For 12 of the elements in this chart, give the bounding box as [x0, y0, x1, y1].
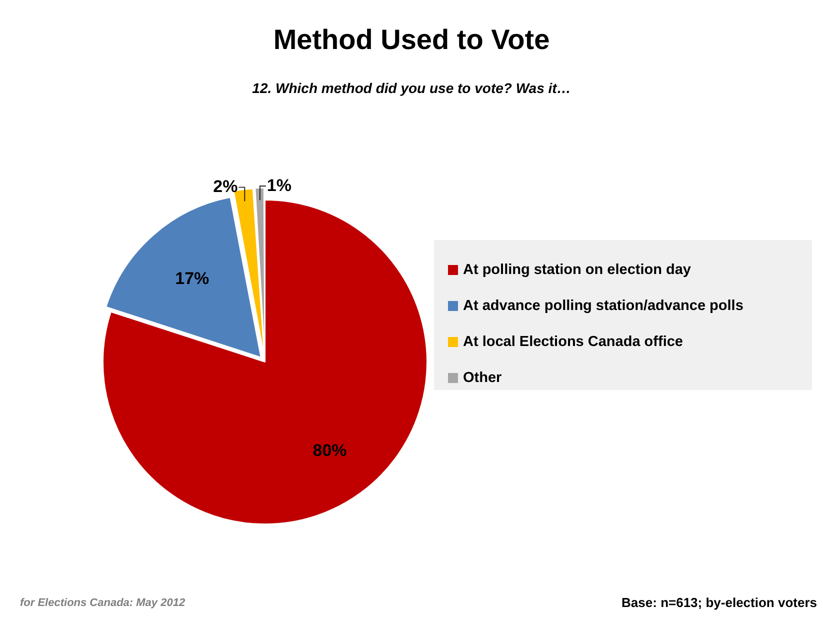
legend-label: At advance polling station/advance polls [463, 298, 744, 314]
legend-label: At local Elections Canada office [463, 334, 683, 350]
chart-title: Method Used to Vote [272, 24, 551, 56]
data-label: 80% [312, 440, 347, 460]
data-label: 17% [175, 269, 210, 288]
legend-label: Other [463, 370, 502, 386]
text: Base: n=613; by-election voters [622, 595, 817, 610]
chart-subtitle: 12. Which method did you use to vote? Was it… [251, 80, 572, 96]
data-label: 2% [213, 176, 238, 196]
text: for Elections Canada: May 2012 [20, 597, 186, 609]
data-label: 1% [266, 176, 292, 195]
legend-label: At polling station on election day [463, 262, 691, 278]
